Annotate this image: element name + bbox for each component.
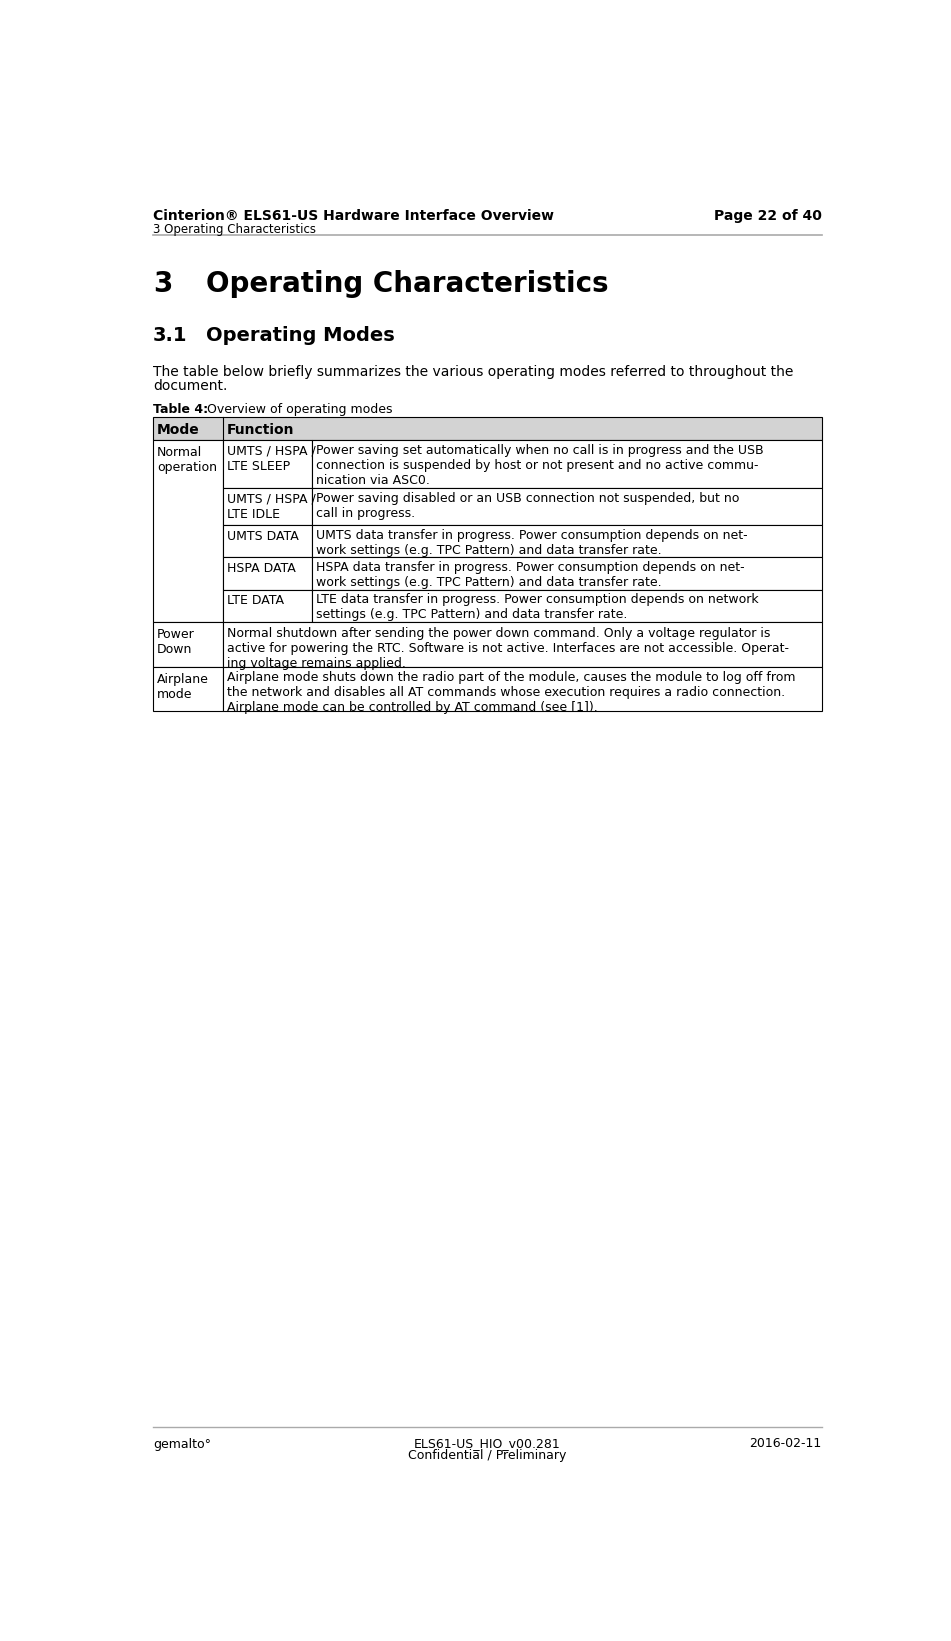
Text: Normal shutdown after sending the power down command. Only a voltage regulator i: Normal shutdown after sending the power … [227,627,789,670]
Text: Table 4:: Table 4: [153,404,208,417]
Bar [312,525,822,558]
Bar [223,622,822,666]
Text: ELS61-US_HIO_v00.281: ELS61-US_HIO_v00.281 [414,1436,561,1449]
Bar [153,417,822,440]
Text: 3.1: 3.1 [153,327,187,345]
Text: HSPA DATA: HSPA DATA [226,561,296,574]
Bar [312,440,822,487]
Text: Operating Characteristics: Operating Characteristics [205,271,609,299]
Text: HSPA data transfer in progress. Power consumption depends on net-
work settings : HSPA data transfer in progress. Power co… [317,561,746,589]
Text: Mode: Mode [157,422,200,437]
Text: 3: 3 [153,271,172,299]
Text: Operating Modes: Operating Modes [205,327,395,345]
Bar [312,558,822,589]
Bar [312,487,822,525]
Text: Cinterion® ELS61-US Hardware Interface Overview: Cinterion® ELS61-US Hardware Interface O… [153,210,554,223]
Text: UMTS / HSPA /
LTE IDLE: UMTS / HSPA / LTE IDLE [226,492,316,520]
Bar [153,440,223,622]
Text: UMTS data transfer in progress. Power consumption depends on net-
work settings : UMTS data transfer in progress. Power co… [317,528,748,556]
Text: Power
Down: Power Down [157,629,195,656]
Text: Overview of operating modes: Overview of operating modes [200,404,393,417]
Bar [153,622,223,666]
Text: Page 22 of 40: Page 22 of 40 [714,210,822,223]
Bar [153,666,223,711]
Text: Normal
operation: Normal operation [157,446,217,474]
Text: The table below briefly summarizes the various operating modes referred to throu: The table below briefly summarizes the v… [153,364,793,379]
Bar [223,440,312,487]
Bar [312,589,822,622]
Text: Function: Function [226,422,294,437]
Bar [223,589,312,622]
Text: document.: document. [153,379,227,392]
Text: LTE DATA: LTE DATA [226,594,283,607]
Text: 2016-02-11: 2016-02-11 [749,1436,822,1449]
Bar [223,525,312,558]
Text: Airplane mode shuts down the radio part of the module, causes the module to log : Airplane mode shuts down the radio part … [227,671,796,714]
Text: Confidential / Preliminary: Confidential / Preliminary [408,1449,567,1462]
Text: Power saving disabled or an USB connection not suspended, but no
call in progres: Power saving disabled or an USB connecti… [317,492,740,520]
Text: gemalto°: gemalto° [153,1438,211,1451]
Text: LTE data transfer in progress. Power consumption depends on network
settings (e.: LTE data transfer in progress. Power con… [317,594,759,622]
Bar [223,666,822,711]
Text: Airplane
mode: Airplane mode [157,673,208,701]
Text: 3 Operating Characteristics: 3 Operating Characteristics [153,223,316,236]
Bar [223,487,312,525]
Bar [223,558,312,589]
Text: UMTS DATA: UMTS DATA [226,530,299,543]
Text: UMTS / HSPA /
LTE SLEEP: UMTS / HSPA / LTE SLEEP [226,445,316,473]
Text: Power saving set automatically when no call is in progress and the USB
connectio: Power saving set automatically when no c… [317,445,764,487]
